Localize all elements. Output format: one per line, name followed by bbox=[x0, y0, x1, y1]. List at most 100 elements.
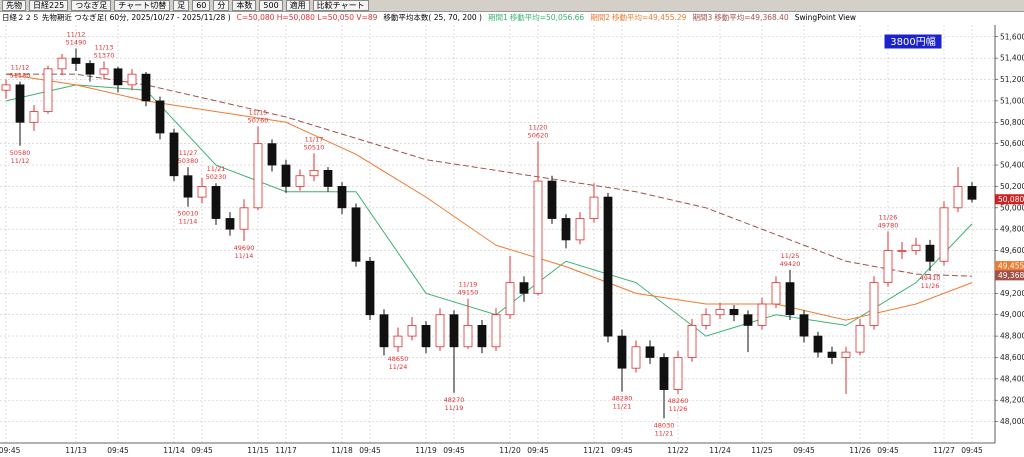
candle-body bbox=[519, 282, 529, 294]
candle-body bbox=[589, 196, 599, 219]
candle-body bbox=[225, 218, 235, 230]
candle-body bbox=[799, 314, 809, 337]
candle-body bbox=[85, 63, 95, 75]
swing-label: 49690 bbox=[234, 244, 255, 252]
candle-body bbox=[449, 314, 459, 348]
x-tick-label: 09:45 bbox=[359, 446, 381, 455]
toolbar-item[interactable]: 適用 bbox=[285, 0, 310, 11]
candle-body bbox=[701, 314, 711, 326]
swing-label: 11/26 bbox=[921, 282, 940, 290]
candle-body bbox=[729, 308, 739, 316]
candle-body bbox=[757, 303, 767, 326]
swing-label: 48030 bbox=[654, 421, 675, 429]
candle-body bbox=[785, 282, 795, 316]
candle-body bbox=[673, 357, 683, 390]
toolbar-item[interactable]: 分 bbox=[213, 0, 230, 11]
range-badge-label: 3800円幅 bbox=[890, 35, 935, 48]
y-tick-label: 49,000 bbox=[1000, 310, 1024, 319]
y-tick-label: 51,000 bbox=[1000, 96, 1024, 105]
toolbar-item[interactable]: 本数 bbox=[232, 0, 257, 11]
y-tick-label: 48,000 bbox=[1000, 417, 1024, 426]
x-tick-label: 11/19 bbox=[415, 446, 437, 455]
swing-label: 51490 bbox=[66, 39, 87, 47]
candle-body bbox=[169, 132, 179, 177]
swing-label: 11/15 bbox=[249, 109, 268, 117]
x-tick-label: 11/14 bbox=[163, 446, 185, 455]
toolbar-item[interactable]: 日経225 bbox=[29, 0, 69, 11]
x-tick-label: 11/18 bbox=[331, 446, 353, 455]
swing-label: 11/19 bbox=[445, 404, 464, 412]
candle-body bbox=[505, 282, 515, 316]
candle-body bbox=[183, 175, 193, 198]
candle-body bbox=[617, 335, 627, 369]
candle-body bbox=[29, 111, 39, 123]
candle-body bbox=[43, 68, 53, 112]
price-tag-label: 49,455 bbox=[998, 262, 1024, 271]
candle-body bbox=[281, 164, 291, 187]
ohlc-info: C=50,080 H=50,080 L=50,050 V=89 bbox=[236, 13, 378, 22]
toolbar-item[interactable]: チャート切替 bbox=[114, 0, 171, 11]
swing-label: 48270 bbox=[444, 396, 465, 404]
candle-body bbox=[337, 186, 347, 209]
plot-area bbox=[0, 25, 995, 443]
x-tick-label: 09:45 bbox=[527, 446, 549, 455]
toolbar-item[interactable]: 足 bbox=[173, 0, 190, 11]
candle-body bbox=[855, 325, 865, 353]
x-tick-label: 11/25 bbox=[751, 446, 773, 455]
ma-line bbox=[6, 73, 973, 277]
toolbar-item[interactable]: つなぎ足 bbox=[71, 0, 112, 11]
swing-label: 11/14 bbox=[235, 252, 254, 260]
swing-label: 50620 bbox=[528, 132, 549, 140]
candle-body bbox=[155, 100, 165, 134]
legend-value: 移動平均=50,056.66 bbox=[509, 13, 585, 22]
candle-body bbox=[267, 143, 277, 166]
view-name: SwingPoint View bbox=[794, 13, 856, 22]
swing-label: 49420 bbox=[780, 260, 801, 268]
toolbar-item[interactable]: 500 bbox=[259, 0, 283, 11]
swing-label: 11/24 bbox=[389, 363, 408, 371]
candle-body bbox=[15, 84, 25, 123]
candle-body bbox=[645, 346, 655, 358]
candle-body bbox=[925, 244, 935, 262]
toolbar-item[interactable]: 60 bbox=[192, 0, 211, 11]
y-tick-label: 49,600 bbox=[1000, 246, 1024, 255]
swing-label: 11/21 bbox=[207, 165, 226, 173]
candle-body bbox=[813, 335, 823, 353]
candle-body bbox=[127, 73, 137, 86]
range-badge bbox=[883, 33, 943, 50]
ma-settings: 移動平均本数( 25, 70, 200 ) bbox=[383, 13, 482, 22]
price-tag bbox=[995, 270, 1024, 281]
swing-label: 11/21 bbox=[613, 403, 632, 411]
candle-body bbox=[1, 84, 11, 91]
candle-body bbox=[435, 314, 445, 348]
y-tick-label: 48,600 bbox=[1000, 353, 1024, 362]
candle-body bbox=[407, 325, 417, 337]
y-tick-label: 50,800 bbox=[1000, 118, 1024, 127]
candle-body bbox=[869, 282, 879, 326]
legend: 期間1 移動平均=50,056.66 期間2 移動平均=49,455.29 期間3 移動平… bbox=[488, 13, 789, 23]
swing-label: 48260 bbox=[668, 397, 689, 405]
swing-label: 50510 bbox=[304, 143, 325, 151]
swing-label: 11/13 bbox=[95, 43, 114, 51]
candle-body bbox=[393, 335, 403, 348]
swing-label: 11/12 bbox=[11, 157, 30, 165]
toolbar-item[interactable]: 先物 bbox=[2, 0, 26, 11]
candle-body bbox=[379, 314, 389, 348]
legend-name: 期間1 bbox=[487, 13, 508, 22]
x-tick-label: 11/17 bbox=[275, 446, 297, 455]
swing-label: 11/12 bbox=[67, 31, 86, 39]
swing-label: 50230 bbox=[206, 173, 227, 181]
y-tick-label: 51,400 bbox=[1000, 54, 1024, 63]
candle-body bbox=[687, 325, 697, 358]
candle-body bbox=[533, 180, 543, 294]
candle-body bbox=[771, 282, 781, 305]
candle-body bbox=[477, 325, 487, 348]
ma-line bbox=[5, 73, 973, 321]
candle-body bbox=[197, 186, 207, 198]
swing-label: 11/12 bbox=[11, 64, 30, 72]
swing-label: 50380 bbox=[178, 157, 199, 165]
y-tick-label: 50,200 bbox=[1000, 182, 1024, 191]
swing-label: 11/20 bbox=[529, 124, 548, 132]
toolbar-item[interactable]: 比較チャート bbox=[312, 0, 369, 11]
candle-body bbox=[911, 244, 921, 251]
